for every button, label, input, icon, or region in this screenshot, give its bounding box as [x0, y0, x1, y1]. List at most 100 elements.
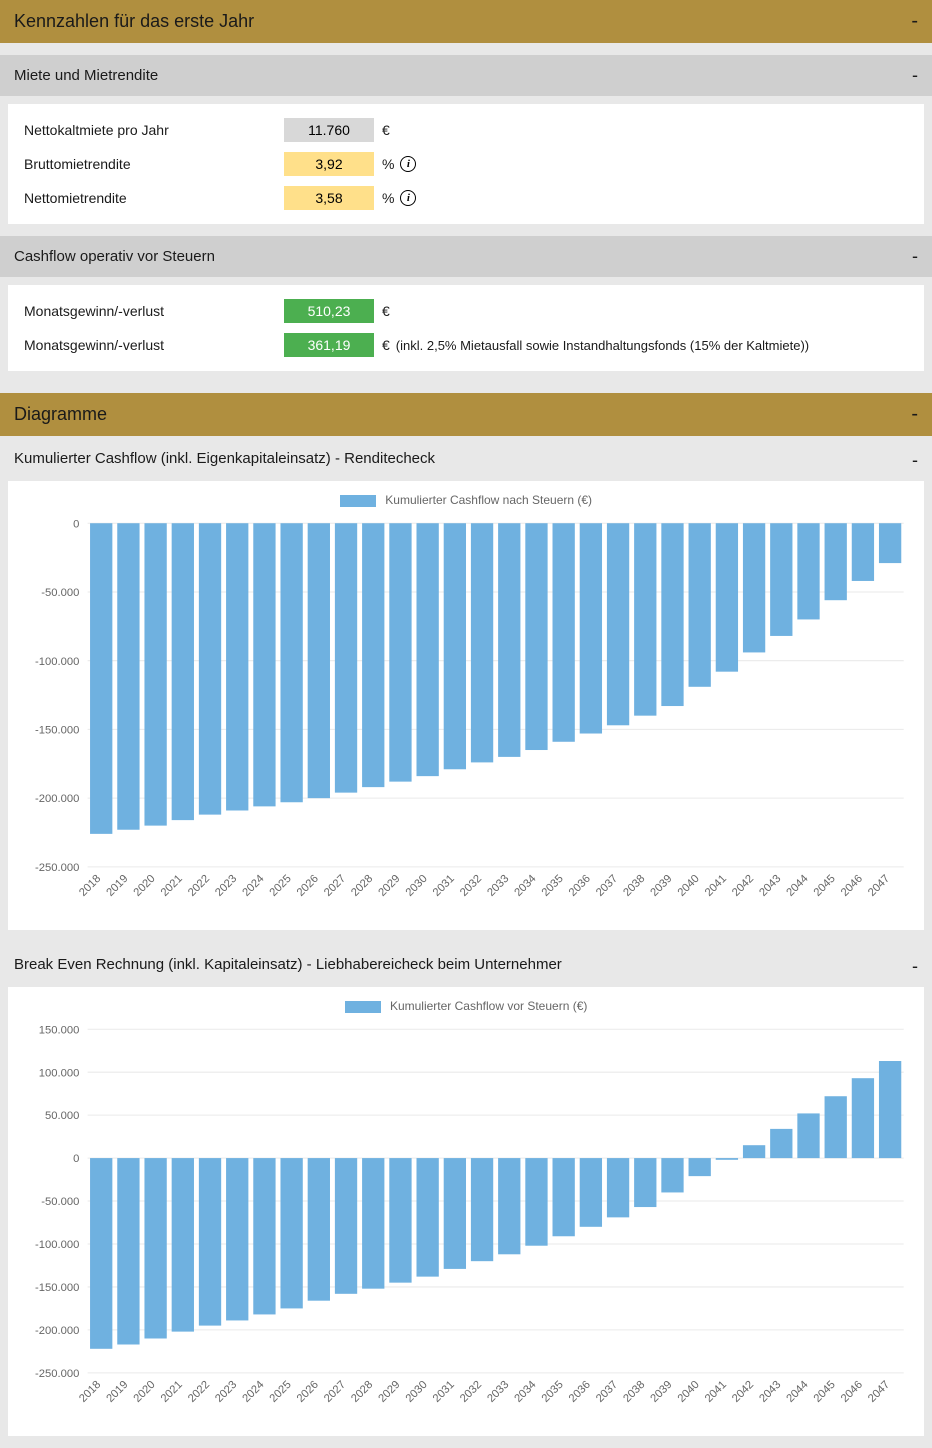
- section-title: Diagramme: [14, 404, 107, 425]
- svg-text:2019: 2019: [104, 1379, 130, 1405]
- svg-text:2038: 2038: [621, 873, 647, 899]
- svg-text:100.000: 100.000: [39, 1067, 80, 1079]
- svg-text:2047: 2047: [866, 873, 892, 899]
- svg-text:-100.000: -100.000: [35, 1239, 79, 1251]
- svg-text:2023: 2023: [213, 873, 239, 899]
- legend-label: Kumulierter Cashflow nach Steuern (€): [385, 493, 592, 507]
- collapse-icon[interactable]: -: [911, 403, 918, 426]
- unit-label: €: [382, 303, 390, 319]
- sub-title: Miete und Mietrendite: [14, 67, 158, 84]
- svg-text:2030: 2030: [404, 873, 430, 899]
- chart-title: Break Even Rechnung (inkl. Kapitaleinsat…: [14, 956, 562, 977]
- svg-text:2040: 2040: [676, 1379, 702, 1405]
- svg-text:2035: 2035: [540, 1379, 566, 1405]
- svg-text:150.000: 150.000: [39, 1024, 80, 1036]
- svg-text:2045: 2045: [812, 873, 838, 899]
- svg-text:2046: 2046: [839, 1379, 865, 1405]
- collapse-icon[interactable]: -: [912, 246, 918, 267]
- section-header-kennzahlen[interactable]: Kennzahlen für das erste Jahr -: [0, 0, 932, 43]
- data-row: Bruttomietrendite3,92%i: [24, 152, 908, 176]
- svg-text:2044: 2044: [784, 873, 810, 899]
- data-row: Monatsgewinn/-verlust361,19€(inkl. 2,5% …: [24, 333, 908, 357]
- value-box: 3,58: [284, 186, 374, 210]
- row-label: Bruttomietrendite: [24, 156, 284, 172]
- svg-text:2022: 2022: [186, 1379, 212, 1405]
- svg-text:2029: 2029: [376, 1379, 402, 1405]
- svg-text:-100.000: -100.000: [35, 656, 79, 668]
- value-box: 11.760: [284, 118, 374, 142]
- sub-header-miete[interactable]: Miete und Mietrendite -: [0, 55, 932, 96]
- svg-text:2028: 2028: [349, 1379, 375, 1405]
- collapse-icon[interactable]: -: [911, 10, 918, 33]
- chart2-title-row[interactable]: Break Even Rechnung (inkl. Kapitaleinsat…: [0, 942, 932, 987]
- svg-text:-150.000: -150.000: [35, 724, 79, 736]
- value-box: 361,19: [284, 333, 374, 357]
- chart2-svg: 150.000100.00050.0000-50.000-100.000-150…: [16, 1019, 916, 1428]
- svg-text:2019: 2019: [104, 873, 130, 899]
- svg-text:0: 0: [73, 1153, 79, 1165]
- svg-text:2023: 2023: [213, 1379, 239, 1405]
- svg-text:2026: 2026: [295, 1379, 321, 1405]
- svg-text:2033: 2033: [485, 1379, 511, 1405]
- svg-text:2018: 2018: [77, 1379, 103, 1405]
- row-label: Nettokaltmiete pro Jahr: [24, 122, 284, 138]
- collapse-icon[interactable]: -: [912, 956, 918, 977]
- collapse-icon[interactable]: -: [912, 65, 918, 86]
- svg-text:2043: 2043: [757, 873, 783, 899]
- svg-text:2032: 2032: [458, 873, 484, 899]
- svg-text:2034: 2034: [512, 873, 538, 899]
- chart2-box: Kumulierter Cashflow vor Steuern (€) 150…: [8, 987, 924, 1436]
- row-label: Monatsgewinn/-verlust: [24, 303, 284, 319]
- svg-text:2046: 2046: [839, 873, 865, 899]
- data-row: Monatsgewinn/-verlust510,23€: [24, 299, 908, 323]
- data-row: Nettokaltmiete pro Jahr11.760 €: [24, 118, 908, 142]
- svg-text:-200.000: -200.000: [35, 1325, 79, 1337]
- svg-text:50.000: 50.000: [45, 1110, 79, 1122]
- svg-text:2029: 2029: [376, 873, 402, 899]
- info-icon[interactable]: i: [400, 156, 416, 172]
- svg-text:2027: 2027: [322, 873, 348, 899]
- svg-text:2039: 2039: [648, 1379, 674, 1405]
- svg-text:2037: 2037: [594, 1379, 620, 1405]
- svg-text:2031: 2031: [431, 1379, 457, 1405]
- svg-text:2021: 2021: [159, 1379, 185, 1405]
- cashflow-content: Monatsgewinn/-verlust510,23€Monatsgewinn…: [8, 285, 924, 371]
- svg-text:-50.000: -50.000: [41, 1196, 79, 1208]
- svg-text:2035: 2035: [540, 873, 566, 899]
- chart-title: Kumulierter Cashflow (inkl. Eigenkapital…: [14, 450, 435, 471]
- legend-swatch: [340, 495, 376, 507]
- sub-header-cashflow[interactable]: Cashflow operativ vor Steuern -: [0, 236, 932, 277]
- unit-label: %: [382, 190, 394, 206]
- unit-label: €: [382, 122, 390, 138]
- svg-text:2036: 2036: [567, 873, 593, 899]
- svg-text:2021: 2021: [159, 873, 185, 899]
- svg-text:2033: 2033: [485, 873, 511, 899]
- row-note: (inkl. 2,5% Mietausfall sowie Instandhal…: [396, 338, 809, 353]
- svg-text:2041: 2041: [703, 1379, 729, 1405]
- svg-text:2025: 2025: [268, 1379, 294, 1405]
- svg-text:2030: 2030: [404, 1379, 430, 1405]
- svg-text:2024: 2024: [240, 873, 266, 899]
- chart1-title-row[interactable]: Kumulierter Cashflow (inkl. Eigenkapital…: [0, 436, 932, 481]
- unit-label: %: [382, 156, 394, 172]
- svg-text:2045: 2045: [812, 1379, 838, 1405]
- svg-text:2047: 2047: [866, 1379, 892, 1405]
- miete-content: Nettokaltmiete pro Jahr11.760 € Bruttomiet…: [8, 104, 924, 224]
- svg-text:2038: 2038: [621, 1379, 647, 1405]
- info-icon[interactable]: i: [400, 190, 416, 206]
- collapse-icon[interactable]: -: [912, 450, 918, 471]
- svg-text:2024: 2024: [240, 1379, 266, 1405]
- svg-text:2028: 2028: [349, 873, 375, 899]
- svg-text:0: 0: [73, 518, 79, 530]
- section-title: Kennzahlen für das erste Jahr: [14, 11, 254, 32]
- svg-text:2020: 2020: [132, 1379, 158, 1405]
- chart1-legend: Kumulierter Cashflow nach Steuern (€): [16, 493, 916, 507]
- svg-text:2043: 2043: [757, 1379, 783, 1405]
- svg-text:2040: 2040: [676, 873, 702, 899]
- svg-text:2034: 2034: [512, 1379, 538, 1405]
- svg-text:2026: 2026: [295, 873, 321, 899]
- svg-text:2041: 2041: [703, 873, 729, 899]
- row-label: Monatsgewinn/-verlust: [24, 337, 284, 353]
- svg-text:2025: 2025: [268, 873, 294, 899]
- section-header-diagramme[interactable]: Diagramme -: [0, 393, 932, 436]
